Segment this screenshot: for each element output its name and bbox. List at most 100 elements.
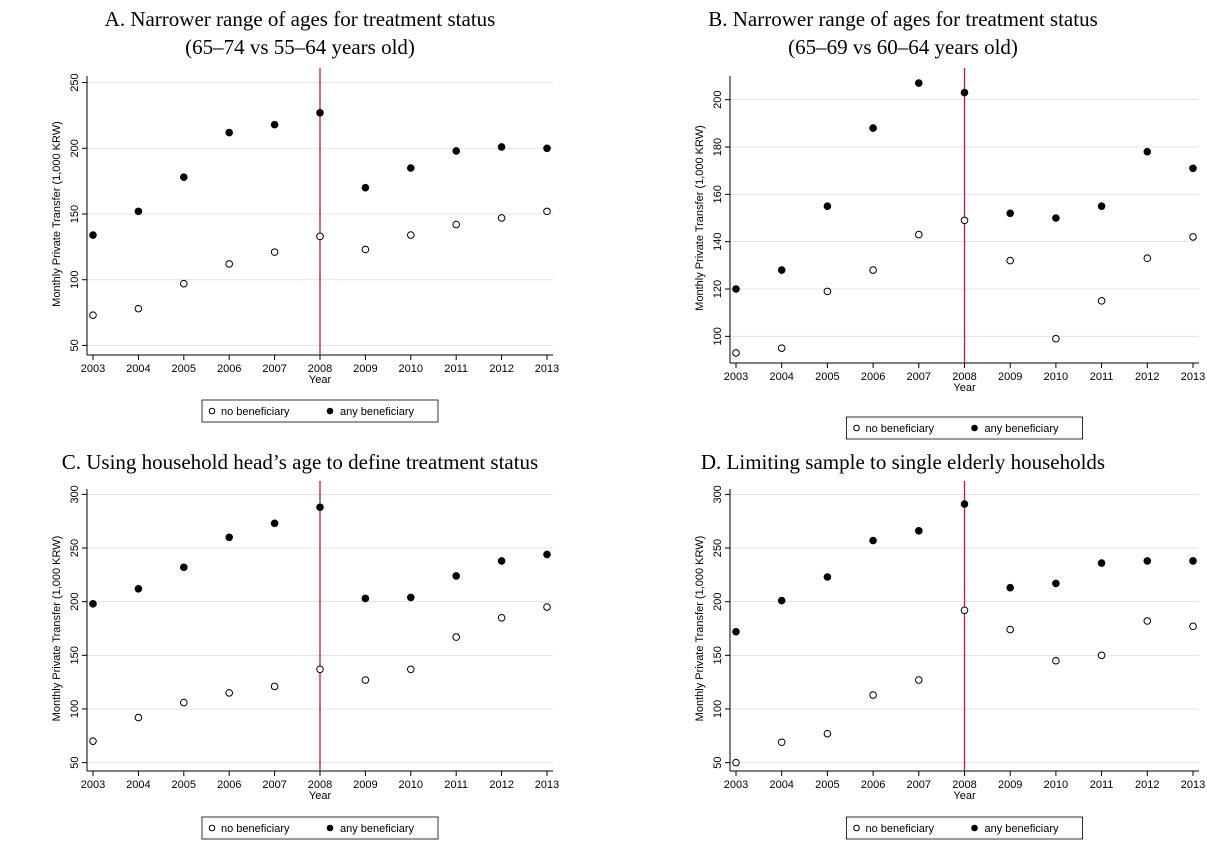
x-tick-label: 2007 [907,779,931,791]
y-tick-label: 100 [712,327,724,345]
x-tick-label: 2010 [1044,371,1068,383]
marker-any-beneficiary [915,79,923,87]
y-axis-label: Monthly Private Transfer (1,000 KRW) [694,125,706,311]
panel-title-line1: A. Narrower range of ages for treatment … [104,7,496,31]
marker-any-beneficiary [89,600,97,608]
marker-no-beneficiary [452,633,461,641]
marker-any-beneficiary [270,120,279,129]
panel-c: C. Using household head’s age to define … [0,440,600,844]
panel-a: A. Narrower range of ages for treatment … [0,0,600,430]
marker-any-beneficiary [777,596,786,605]
y-tick-label: 100 [69,700,81,718]
marker-any-beneficiary [270,519,279,528]
legend-marker-any-beneficiary [971,824,978,832]
x-tick-label: 2007 [262,363,286,375]
marker-any-beneficiary [361,183,370,192]
x-tick-label: 2011 [444,779,468,791]
scatter-chart-b: 100 120 140 160 180 200 2003 2004 2005 2006 2007 20… [694,68,1205,440]
x-tick-label: 2006 [861,779,885,791]
x-tick-label: 2004 [126,363,150,375]
y-tick-label: 120 [712,280,724,298]
marker-any-beneficiary [543,144,551,153]
marker-no-beneficiary [407,231,415,239]
legend-marker-any-beneficiary [971,424,978,432]
marker-no-beneficiary [1006,625,1015,634]
marker-no-beneficiary [915,676,923,684]
y-tick-label: 200 [69,592,81,610]
x-tick-label: 2008 [308,779,332,791]
x-tick-label: 2012 [1135,371,1159,383]
y-tick-label: 50 [712,757,724,769]
x-tick-label: 2007 [907,371,931,383]
y-axis-label: Monthly Private Transfer (1,000 KRW) [51,536,63,722]
x-tick-label: 2012 [489,363,513,375]
marker-any-beneficiary [407,164,415,172]
marker-any-beneficiary [1143,557,1152,565]
scatter-chart-c: 50 100 150 200 250 300 2003 2004 2005 2006 2007 200… [51,481,559,840]
y-tick-label: 150 [69,205,81,223]
x-axis-label: Year [953,790,976,802]
marker-no-beneficiary [1143,254,1152,263]
legend-box [846,816,1083,840]
y-tick-label: 100 [712,700,724,718]
x-tick-label: 2006 [861,371,885,383]
marker-no-beneficiary [732,758,740,767]
legend-marker-no-beneficiary [853,424,860,432]
x-tick-label: 2011 [1090,779,1114,791]
y-tick-label: 250 [712,539,724,557]
y-tick-label: 250 [69,539,81,557]
marker-any-beneficiary [134,207,143,216]
x-tick-label: 2005 [815,371,839,383]
marker-any-beneficiary [180,173,188,181]
marker-any-beneficiary [1052,579,1060,588]
marker-no-beneficiary [1052,656,1060,665]
legend-label-no-beneficiary: no beneficiary [866,823,935,835]
x-tick-label: 2013 [535,779,559,791]
panel-b: B. Narrower range of ages for treatment … [603,0,1205,440]
x-tick-label: 2009 [353,363,377,375]
marker-any-beneficiary [316,503,324,512]
x-tick-label: 2008 [952,779,976,791]
marker-no-beneficiary [316,232,324,241]
legend-label-no-beneficiary: no beneficiary [221,406,290,418]
panel-title-line1: B. Narrower range of ages for treatment … [708,7,1098,31]
panel-title: D. Limiting sample to single elderly hou… [700,450,1106,474]
x-tick-label: 2008 [952,371,976,383]
marker-no-beneficiary [869,691,877,699]
y-tick-label: 150 [712,646,724,664]
marker-no-beneficiary [497,613,506,622]
panel-title-line2: (65–74 vs 55–64 years old) [185,35,415,59]
legend-marker-no-beneficiary [208,407,216,415]
legend-label-any-beneficiary: any beneficiary [340,823,414,835]
marker-no-beneficiary [1006,256,1015,265]
legend-marker-no-beneficiary [853,824,860,832]
x-tick-label: 2011 [1090,371,1114,383]
y-tick-label: 200 [69,139,81,157]
marker-no-beneficiary [89,311,97,319]
y-tick-label: 200 [712,90,724,108]
marker-any-beneficiary [732,627,740,636]
marker-no-beneficiary [407,665,415,674]
marker-any-beneficiary [915,527,923,535]
marker-no-beneficiary [180,279,188,288]
marker-no-beneficiary [497,214,506,222]
x-tick-label: 2010 [399,363,423,375]
marker-any-beneficiary [869,536,877,545]
x-axis-label: Year [309,790,332,802]
legend-label-any-beneficiary: any beneficiary [340,406,414,418]
marker-no-beneficiary [225,689,233,697]
scatter-chart-d: 50 100 150 200 250 300 2003 2004 2005 2006 2007 200… [694,481,1205,840]
marker-no-beneficiary [270,248,279,256]
marker-any-beneficiary [777,266,786,274]
scatter-chart-a: 50 100 150 200 250 2003 2004 2005 2006 2007 2008 20… [51,68,559,423]
x-tick-label: 2013 [1181,779,1205,791]
y-axis-label: Monthly Private Transfer (1,000 KRW) [51,121,63,307]
marker-any-beneficiary [732,285,740,293]
panel-d: D. Limiting sample to single elderly hou… [603,440,1205,844]
x-tick-label: 2013 [535,363,559,375]
y-axis-label: Monthly Private Transfer (1,000 KRW) [694,536,706,722]
marker-any-beneficiary [1189,557,1197,565]
marker-no-beneficiary [361,676,370,684]
marker-no-beneficiary [543,603,551,611]
marker-any-beneficiary [1097,559,1106,567]
